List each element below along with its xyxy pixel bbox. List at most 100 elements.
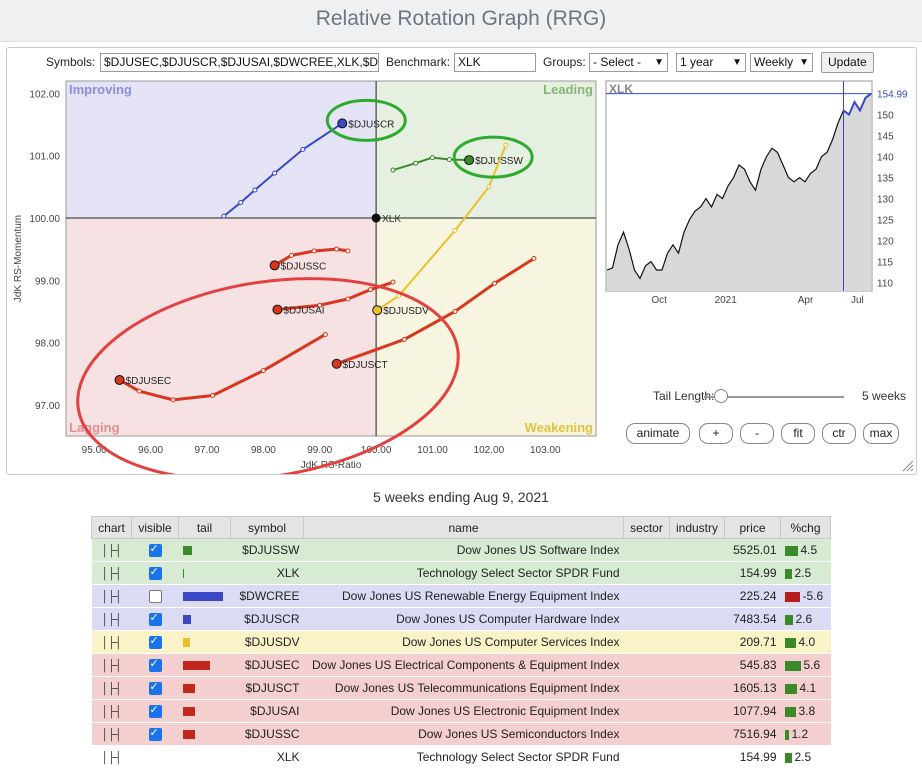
chart-icon[interactable]: │├┤ bbox=[101, 568, 122, 580]
tail-point bbox=[334, 246, 340, 252]
symbol-cell: XLK bbox=[230, 561, 304, 585]
quadrant-lagging bbox=[66, 218, 377, 436]
chart-cell[interactable]: │├┤ bbox=[91, 584, 132, 608]
col-name[interactable]: name bbox=[303, 516, 624, 539]
visible-cell[interactable] bbox=[131, 607, 179, 631]
tail-point bbox=[311, 248, 317, 254]
tail-line-djuscr bbox=[222, 122, 344, 218]
tail-point bbox=[252, 187, 258, 193]
col-sector[interactable]: sector bbox=[623, 516, 670, 539]
tail-cell bbox=[178, 584, 231, 608]
update-button[interactable]: Update bbox=[821, 52, 874, 73]
chart-cell[interactable]: │├┤ bbox=[91, 538, 132, 562]
chart-cell[interactable]: │├┤ bbox=[91, 699, 132, 723]
chart-cell[interactable]: │├┤ bbox=[91, 630, 132, 654]
chart-icon[interactable]: │├┤ bbox=[101, 637, 122, 649]
visible-cell[interactable] bbox=[131, 722, 179, 746]
tail-swatch bbox=[182, 592, 223, 602]
period-select[interactable]: 1 year ▼ bbox=[676, 53, 746, 72]
symbol-cell: $DJUSSC bbox=[230, 722, 304, 746]
chart-cell[interactable]: │├┤ bbox=[91, 676, 132, 700]
chart-cell[interactable]: │├┤ bbox=[91, 722, 132, 746]
chg-bar bbox=[784, 637, 796, 648]
zoom-out-button[interactable]: - bbox=[740, 423, 774, 444]
chart-cell[interactable]: │├┤ bbox=[91, 653, 132, 677]
col-price[interactable]: price bbox=[724, 516, 781, 539]
visible-cell[interactable] bbox=[131, 745, 179, 769]
col-visible[interactable]: visible bbox=[131, 516, 179, 539]
chart-icon[interactable]: │├┤ bbox=[101, 545, 122, 557]
col-tail[interactable]: tail bbox=[178, 516, 231, 539]
tail-point bbox=[401, 336, 407, 342]
price-y-tick: 135 bbox=[877, 174, 894, 185]
col-chart[interactable]: chart bbox=[91, 516, 132, 539]
animate-button[interactable]: animate bbox=[626, 423, 690, 444]
table-row[interactable]: │├┤ $DWCREE Dow Jones US Renewable Energy … bbox=[91, 584, 831, 608]
visible-checkbox[interactable] bbox=[148, 727, 162, 742]
max-button[interactable]: max bbox=[863, 423, 899, 444]
name-cell: Technology Select Sector SPDR Fund bbox=[303, 745, 624, 769]
visible-checkbox[interactable] bbox=[148, 681, 162, 696]
tail-length-handle[interactable] bbox=[714, 389, 728, 403]
chart-icon[interactable]: │├┤ bbox=[101, 729, 122, 741]
quadrant-label-improving: Improving bbox=[69, 82, 132, 97]
chart-cell[interactable]: │├┤ bbox=[91, 561, 132, 585]
visible-checkbox[interactable] bbox=[148, 566, 162, 581]
chart-icon[interactable]: │├┤ bbox=[101, 591, 122, 603]
zoom-in-button[interactable]: + bbox=[699, 423, 733, 444]
tail-cell bbox=[178, 676, 231, 700]
chevron-down-icon: ▼ bbox=[799, 57, 809, 68]
chg-cell: 2.5 bbox=[780, 561, 831, 585]
chg-value: 2.5 bbox=[794, 566, 812, 580]
col-chg[interactable]: %chg bbox=[780, 516, 831, 539]
price-x-tick: Jul bbox=[851, 295, 864, 306]
sector-cell bbox=[623, 561, 670, 585]
chart-icon[interactable]: │├┤ bbox=[101, 683, 122, 695]
tail-point bbox=[486, 184, 492, 190]
visible-cell[interactable] bbox=[131, 584, 179, 608]
visible-cell[interactable] bbox=[131, 561, 179, 585]
tail-cell bbox=[178, 653, 231, 677]
chart-icon[interactable]: │├┤ bbox=[101, 614, 122, 626]
visible-cell[interactable] bbox=[131, 653, 179, 677]
price-y-tick: 120 bbox=[877, 237, 894, 248]
chart-icon[interactable]: │├┤ bbox=[101, 752, 122, 764]
visible-checkbox[interactable] bbox=[148, 704, 162, 719]
visible-checkbox[interactable] bbox=[148, 590, 162, 604]
interval-select[interactable]: Weekly ▼ bbox=[750, 53, 813, 72]
visible-cell[interactable] bbox=[131, 699, 179, 723]
chart-cell[interactable]: │├┤ bbox=[91, 745, 132, 769]
center-button[interactable]: ctr bbox=[822, 423, 856, 444]
visible-checkbox[interactable] bbox=[148, 543, 162, 558]
visible-checkbox[interactable] bbox=[148, 658, 162, 673]
chart-icon[interactable]: │├┤ bbox=[101, 706, 122, 718]
groups-select[interactable]: - Select - ▼ bbox=[589, 53, 668, 72]
symbols-input[interactable]: $DJUSEC,$DJUSCR,$DJUSAI,$DWCREE,XLK,$D bbox=[100, 53, 379, 72]
visible-checkbox[interactable] bbox=[148, 635, 162, 650]
head-point-djusct bbox=[331, 358, 342, 369]
fit-button[interactable]: fit bbox=[781, 423, 815, 444]
chart-cell[interactable]: │├┤ bbox=[91, 607, 132, 631]
col-industry[interactable]: industry bbox=[669, 516, 725, 539]
tail-length-slider[interactable] bbox=[704, 396, 844, 398]
col-symbol[interactable]: symbol bbox=[230, 516, 304, 539]
resize-grip-icon[interactable] bbox=[902, 460, 914, 472]
visible-cell[interactable] bbox=[131, 538, 179, 562]
price-cell: 154.99 bbox=[724, 561, 781, 585]
visible-cell[interactable] bbox=[131, 630, 179, 654]
benchmark-input[interactable]: XLK bbox=[454, 53, 536, 72]
rrg-chart: Improving Leading Lagging Weakening 95.00 96.… bbox=[13, 80, 908, 474]
chart-icon[interactable]: │├┤ bbox=[101, 660, 122, 672]
visible-checkbox[interactable] bbox=[148, 612, 162, 627]
visible-cell[interactable] bbox=[131, 676, 179, 700]
